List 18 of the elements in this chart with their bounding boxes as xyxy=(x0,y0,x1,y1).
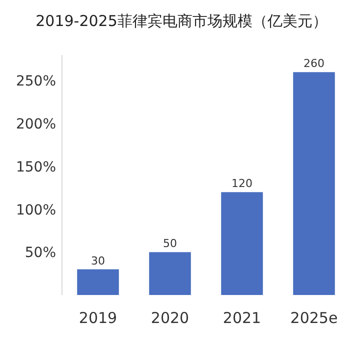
y-tick-label: 100% xyxy=(16,202,56,218)
x-tick-label: 2019 xyxy=(78,309,118,327)
x-tick-label: 2021 xyxy=(222,309,262,327)
chart-title: 2019-2025菲律宾电商市场规模（亿美元） xyxy=(36,12,328,30)
data-label: 30 xyxy=(91,254,105,268)
bar xyxy=(77,269,119,295)
y-tick-label: 150% xyxy=(16,159,56,176)
y-tick-label: 200% xyxy=(16,116,56,133)
y-tick-label: 250% xyxy=(16,74,56,90)
x-tick-label: 2020 xyxy=(150,309,190,327)
y-tick-label: 50% xyxy=(24,245,56,262)
data-label: 50 xyxy=(163,237,177,250)
x-tick-label: 2025e xyxy=(290,309,338,327)
bar xyxy=(293,72,335,295)
bar xyxy=(221,192,263,295)
bar xyxy=(149,252,191,295)
data-label: 120 xyxy=(232,177,252,190)
data-label: 260 xyxy=(304,57,324,70)
